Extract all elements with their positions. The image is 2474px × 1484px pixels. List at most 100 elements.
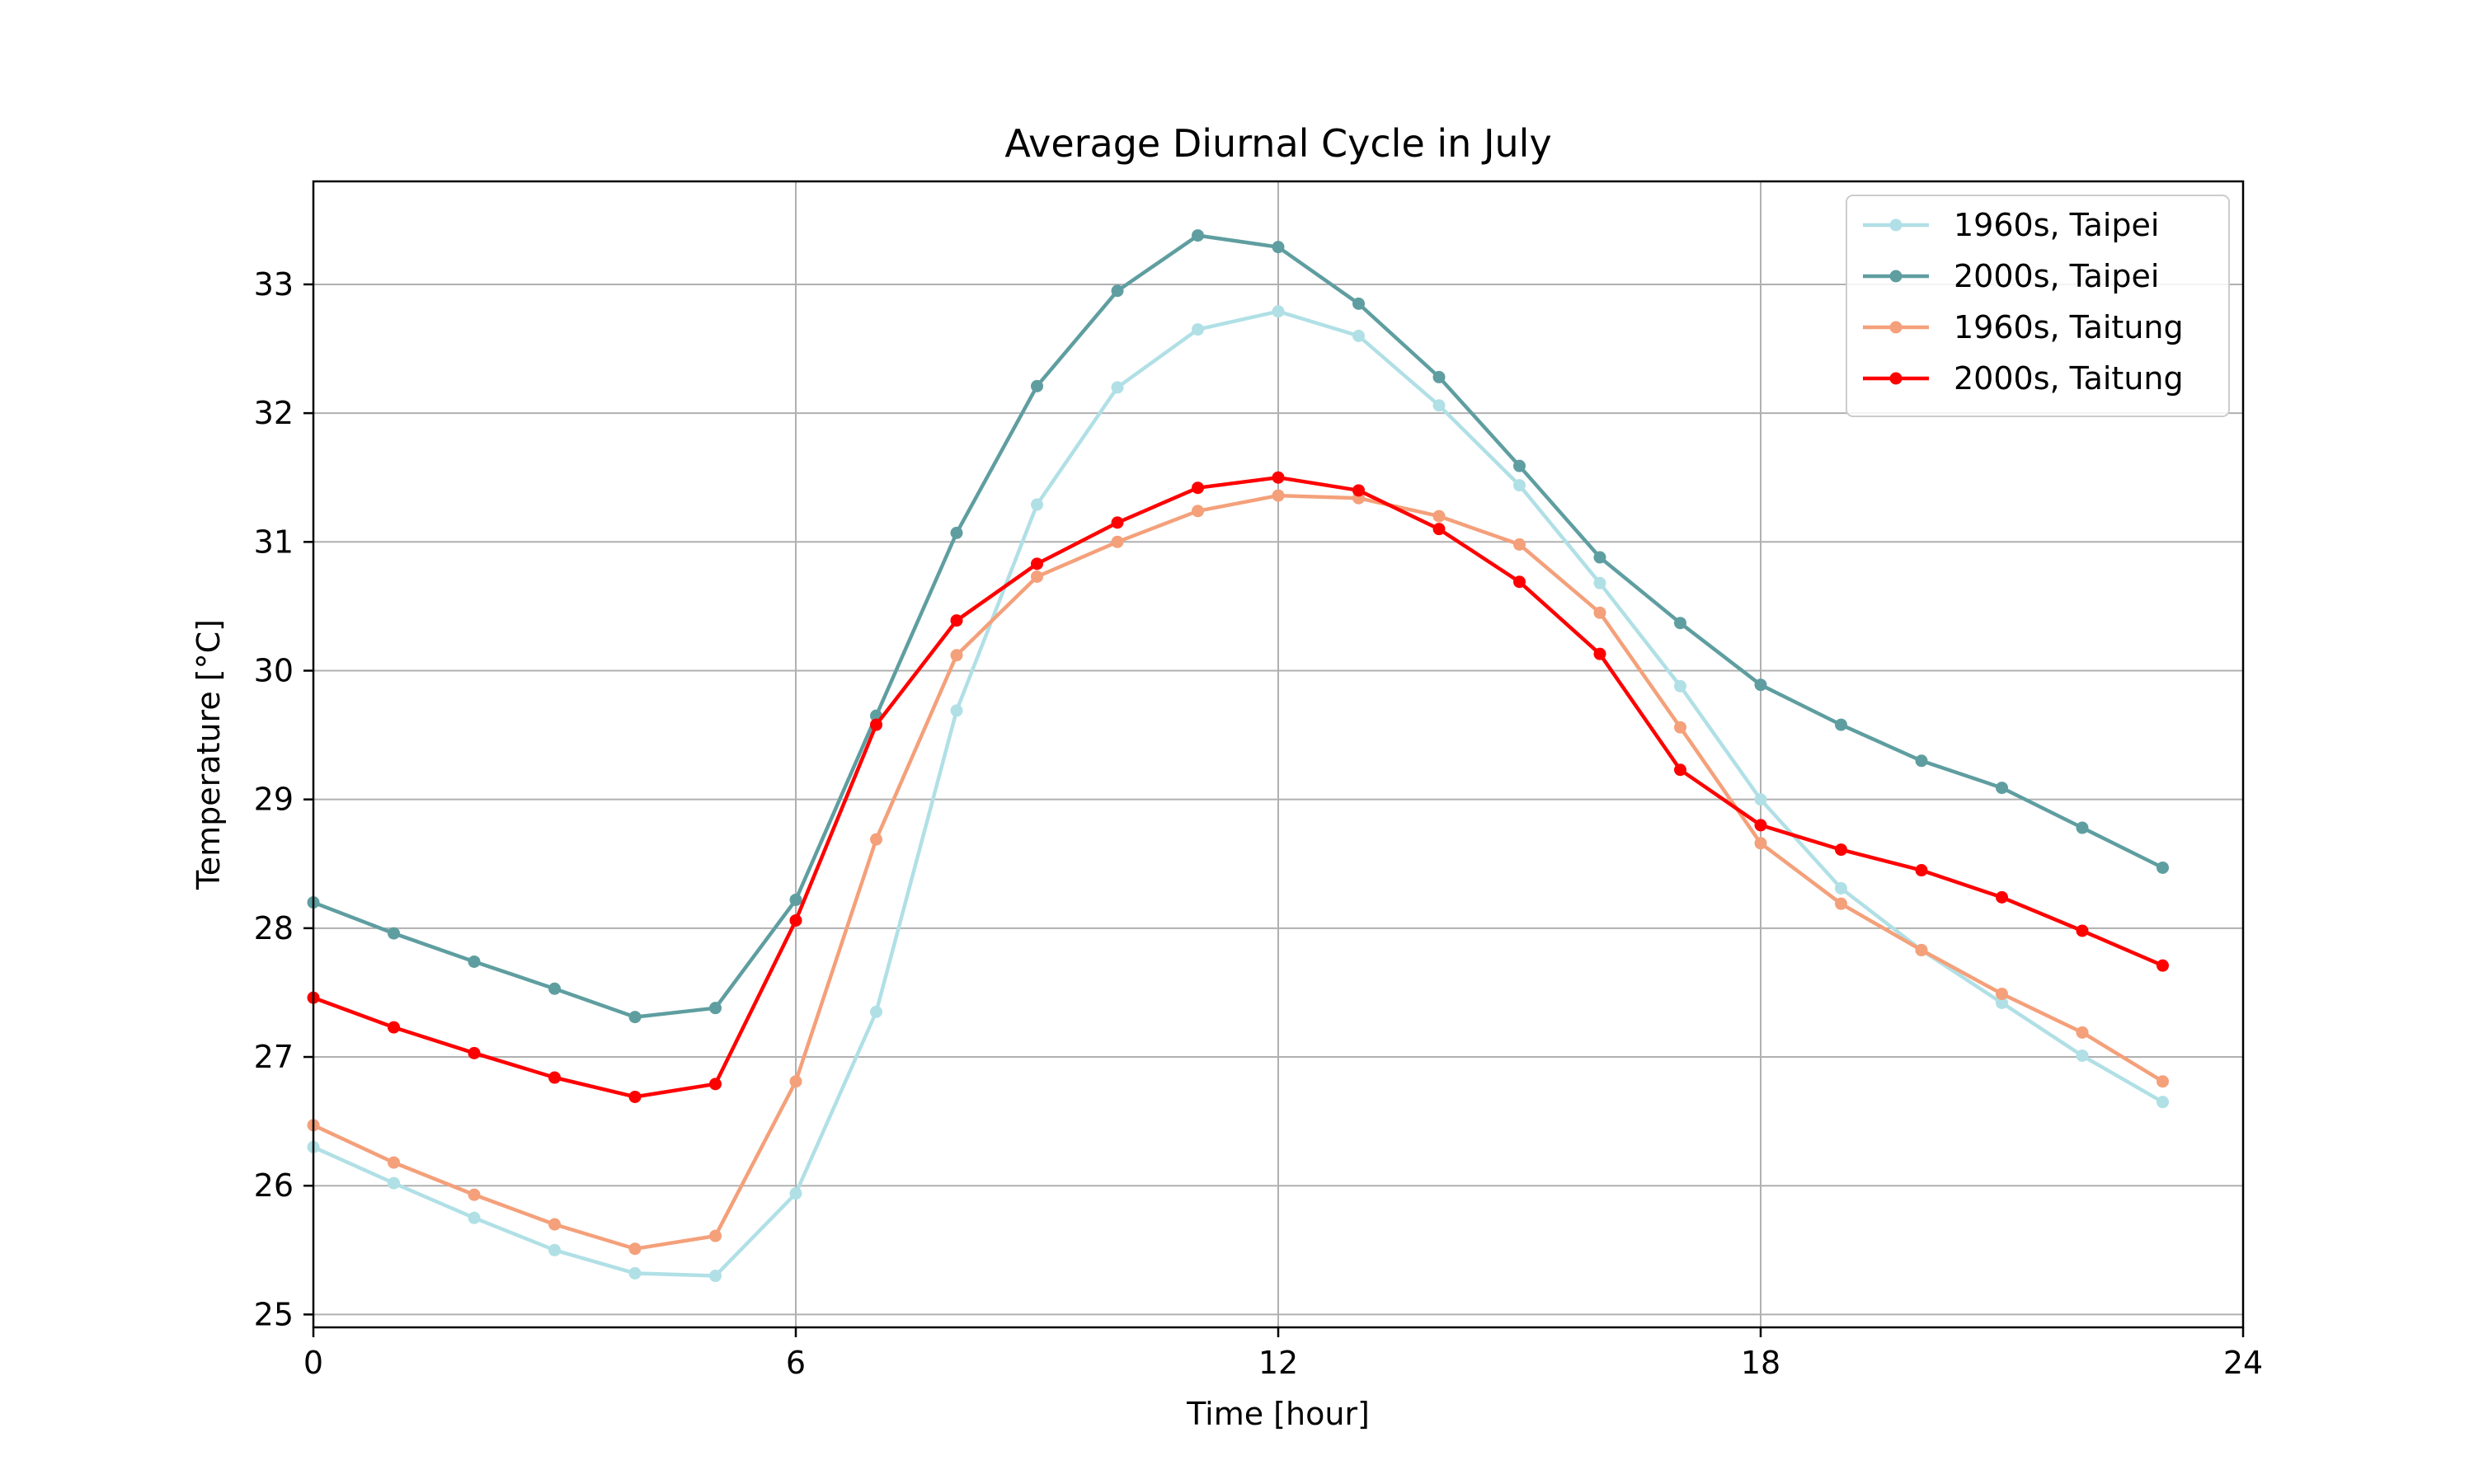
x-tick-label: 6 (786, 1345, 806, 1381)
data-point (789, 1075, 802, 1088)
data-point (1674, 617, 1686, 630)
data-point (1111, 284, 1124, 298)
data-point (1432, 399, 1446, 412)
y-tick-label: 26 (254, 1167, 294, 1204)
legend-item: 1960s, Taitung (1863, 309, 2184, 345)
data-point (1352, 297, 1365, 310)
data-point (1111, 535, 1124, 548)
legend-swatch-marker (1889, 218, 1903, 232)
data-point (2076, 1026, 2089, 1039)
data-point (1513, 575, 1526, 589)
grid (313, 181, 2244, 1327)
data-point (1513, 459, 1526, 472)
data-point (1996, 782, 2008, 795)
data-point (388, 1156, 400, 1169)
data-point (468, 955, 481, 968)
x-axis-label: Time [hour] (1186, 1396, 1370, 1432)
data-point (2157, 861, 2169, 874)
series-line (313, 233, 2164, 1019)
series-1 (307, 229, 2169, 1024)
data-point (1835, 881, 1847, 895)
data-point (1192, 323, 1204, 336)
data-point (950, 614, 963, 627)
legend-swatch-marker (1889, 321, 1903, 334)
data-point (1432, 510, 1446, 523)
data-point (1031, 570, 1043, 583)
data-point (1754, 793, 1767, 806)
series-2 (307, 489, 2169, 1256)
y-tick-label: 31 (254, 524, 294, 560)
data-point (1754, 679, 1767, 692)
data-point (548, 982, 561, 995)
data-point (1272, 241, 1285, 254)
data-point (1754, 819, 1767, 832)
data-point (870, 833, 882, 846)
data-point (1593, 647, 1606, 660)
data-point (1996, 890, 2008, 904)
data-point (548, 1243, 561, 1256)
data-point (789, 913, 802, 927)
data-point (789, 893, 802, 906)
legend-label: 2000s, Taipei (1954, 258, 2160, 294)
data-point (1835, 843, 1847, 857)
data-point (628, 1242, 642, 1256)
data-point (2157, 959, 2169, 972)
y-tick-label: 30 (254, 652, 294, 688)
data-point (709, 1270, 722, 1283)
data-point (468, 1046, 481, 1059)
data-point (2157, 1075, 2169, 1088)
series-line (313, 309, 2164, 1278)
y-tick-label: 33 (254, 266, 294, 303)
y-tick-label: 25 (254, 1296, 294, 1332)
data-point (1996, 987, 2008, 1000)
legend-label: 1960s, Taitung (1954, 309, 2184, 345)
series-layer (307, 229, 2169, 1283)
legend-swatch-marker (1889, 270, 1903, 283)
series-line (313, 493, 2164, 1251)
data-point (1513, 479, 1526, 492)
data-point (1031, 379, 1043, 392)
data-point (709, 1078, 722, 1091)
y-tick-label: 27 (254, 1039, 294, 1075)
data-point (870, 718, 882, 731)
data-point (709, 1229, 722, 1242)
data-point (1031, 498, 1043, 511)
data-point (1835, 718, 1847, 731)
data-point (628, 1011, 642, 1024)
data-point (1593, 576, 1606, 589)
data-point (1593, 551, 1606, 564)
data-point (1674, 763, 1686, 777)
data-point (1352, 484, 1365, 497)
data-point (1352, 329, 1365, 342)
data-point (870, 1005, 882, 1018)
data-point (1513, 538, 1526, 551)
data-point (1754, 837, 1767, 850)
data-point (1915, 943, 1928, 956)
data-point (2076, 1049, 2089, 1062)
legend-label: 2000s, Taitung (1954, 360, 2184, 397)
data-point (1031, 557, 1043, 571)
data-point (1272, 489, 1285, 502)
data-point (468, 1188, 481, 1201)
data-point (1915, 754, 1928, 768)
data-point (1593, 606, 1606, 619)
data-point (628, 1266, 642, 1280)
data-point (1272, 471, 1285, 484)
axis-ticks: 0 6 12 18 24 25 26 27 28 29 30 31 32 33 (254, 266, 2264, 1381)
legend-label: 1960s, Taipei (1954, 207, 2160, 243)
data-point (2076, 821, 2089, 834)
x-tick-label: 24 (2223, 1345, 2263, 1381)
data-point (1674, 679, 1686, 693)
data-point (1674, 721, 1686, 734)
y-tick-label: 28 (254, 910, 294, 946)
data-point (388, 927, 400, 940)
data-point (388, 1021, 400, 1034)
data-point (1111, 516, 1124, 529)
data-point (1192, 481, 1204, 495)
data-point (950, 526, 963, 539)
data-point (388, 1176, 400, 1190)
chart-title: Average Diurnal Cycle in July (1004, 121, 1551, 166)
data-point (1915, 864, 1928, 877)
legend: 1960s, Taipei 2000s, Taipei 1960s, Taitung… (1846, 195, 2230, 417)
